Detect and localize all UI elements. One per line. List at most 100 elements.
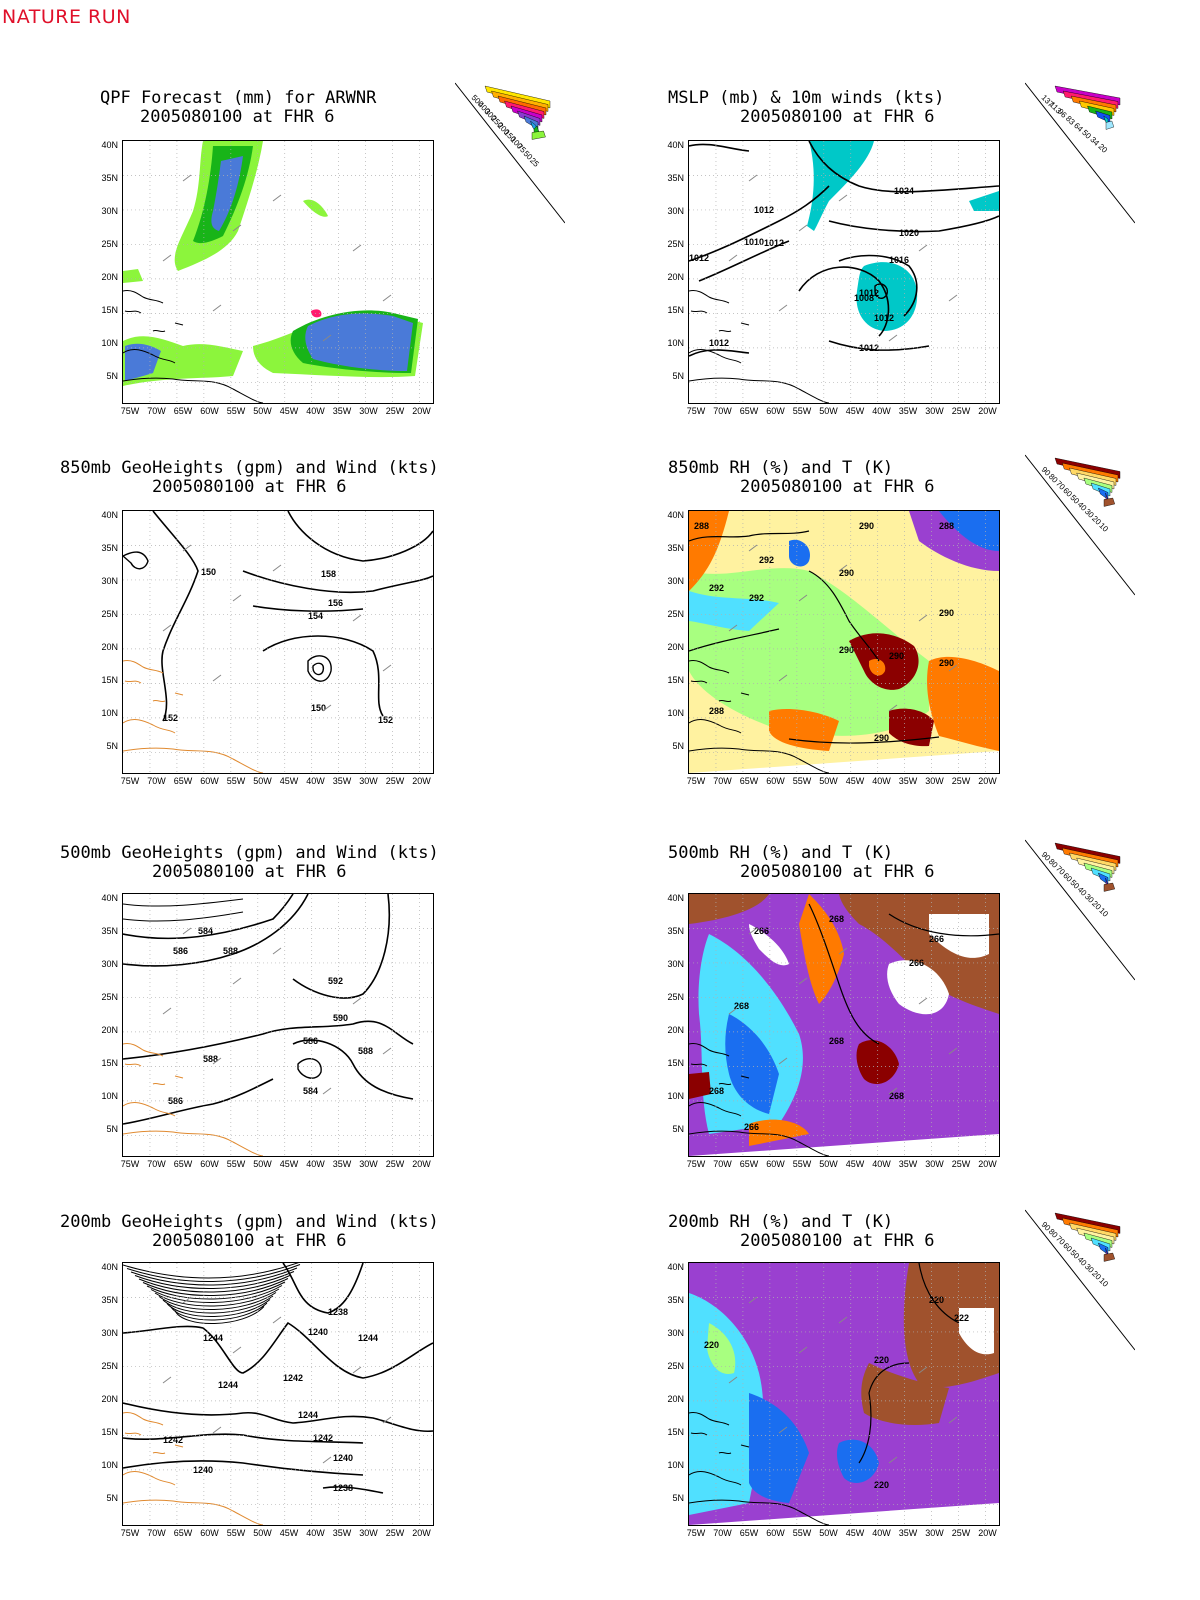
x-tick-label: 25W: [385, 406, 405, 416]
x-tick-label: 40W: [306, 776, 325, 786]
coastline-line: [123, 660, 164, 674]
contour-label: 292: [759, 555, 774, 565]
contour-label: 266: [754, 926, 769, 936]
panel-title: QPF Forecast (mm) for ARWNR: [100, 88, 377, 108]
contour-line: [123, 1402, 433, 1433]
y-tick-label: 25N: [667, 239, 684, 249]
x-tick-label: 60W: [766, 1159, 785, 1169]
wind-barb: [212, 1426, 222, 1434]
wind-barb: [728, 1376, 738, 1384]
coastline-line: [174, 692, 184, 696]
y-tick-label: 10N: [667, 708, 684, 718]
x-tick-label: 50W: [253, 1528, 272, 1538]
x-tick-label: 75W: [120, 1528, 140, 1538]
coastline-line: [740, 1075, 750, 1079]
contour-line: [123, 1433, 364, 1444]
wind-barb: [888, 704, 898, 712]
x-tick-label: 60W: [200, 1528, 219, 1538]
legend-swatch: [531, 130, 546, 140]
y-tick-label: 40N: [101, 893, 118, 903]
contour-label: 290: [874, 733, 889, 743]
wind-barb: [352, 997, 362, 1005]
y-tick-label: 25N: [667, 992, 684, 1002]
contour-label: 266: [909, 958, 924, 968]
x-tick-label: 55W: [792, 1528, 812, 1538]
x-tick-label: 30W: [359, 776, 378, 786]
panel-title: 850mb RH (%) and T (K): [668, 458, 894, 478]
y-tick-label: 10N: [101, 338, 118, 348]
wind-barb: [728, 254, 738, 262]
contour-label: 266: [744, 1122, 759, 1132]
shaded-region: [749, 1393, 809, 1503]
contour-label: 588: [203, 1054, 218, 1064]
x-tick-label: 40W: [872, 406, 891, 416]
y-tick-label: 30N: [101, 959, 118, 969]
contour-line: [123, 1020, 414, 1060]
legend-swatch: [1103, 497, 1116, 507]
x-tick-label: 35W: [332, 406, 352, 416]
x-tick-label: 45W: [845, 1528, 865, 1538]
contour-line: [138, 1274, 292, 1293]
x-tick-label: 75W: [686, 776, 706, 786]
wind-barb: [728, 1007, 738, 1015]
x-tick-label: 55W: [226, 1159, 246, 1169]
map-canvas: 1024102010161012101210121012100810121010…: [689, 141, 999, 403]
contour-line: [788, 736, 940, 744]
contour-label: 288: [709, 706, 724, 716]
coastline-line: [690, 680, 708, 684]
wind-barb: [232, 594, 242, 602]
x-tick-label: 75W: [686, 1159, 706, 1169]
coastline-line: [123, 1130, 264, 1156]
contour-label: 1238: [328, 1307, 348, 1317]
wind-barb: [162, 1007, 172, 1015]
coastline-line: [689, 660, 730, 674]
x-tick-label: 45W: [279, 1159, 299, 1169]
contour-label: 1012: [874, 313, 894, 323]
contour-label: 290: [889, 651, 904, 661]
y-tick-label: 25N: [101, 1361, 118, 1371]
coastline-line: [718, 1082, 732, 1086]
legend-diagonal: [1024, 839, 1136, 981]
x-tick-label: 20W: [978, 1159, 997, 1169]
contour-label: 220: [874, 1355, 889, 1365]
contour-line: [162, 1295, 274, 1314]
coastline-line: [174, 1075, 184, 1079]
coastline-line: [690, 1432, 708, 1436]
panel-subtitle: 2005080100 at FHR 6: [740, 862, 935, 882]
wind-barb: [162, 254, 172, 262]
x-tick-label: 20W: [412, 406, 431, 416]
coastline-line: [123, 349, 176, 364]
contour-line: [123, 894, 294, 940]
contour-line: [123, 911, 244, 922]
x-tick-label: 20W: [412, 1528, 431, 1538]
color-legend: 90 80 70 60 50 40 30 20 10: [1024, 835, 1136, 985]
coastline-line: [174, 1444, 184, 1448]
contour-label: 156: [328, 598, 343, 608]
wind-barb: [212, 674, 222, 682]
y-tick-label: 40N: [667, 510, 684, 520]
wind-barb: [352, 1366, 362, 1374]
x-tick-label: 40W: [306, 1159, 325, 1169]
y-tick-label: 5N: [672, 1493, 684, 1503]
y-tick-label: 30N: [667, 1328, 684, 1338]
panel-title: 500mb RH (%) and T (K): [668, 843, 894, 863]
wind-barb: [162, 1376, 172, 1384]
contour-line: [918, 1263, 960, 1324]
x-tick-label: 30W: [925, 1159, 944, 1169]
coastline-line: [690, 310, 708, 314]
y-tick-label: 40N: [667, 140, 684, 150]
shaded-region: [305, 313, 413, 371]
y-tick-label: 40N: [101, 510, 118, 520]
x-tick-label: 70W: [147, 1528, 166, 1538]
wind-barb: [162, 624, 172, 632]
wind-barb: [798, 1346, 808, 1354]
contour-line: [142, 1278, 289, 1297]
contour-line: [808, 903, 880, 1045]
contour-label: 1240: [308, 1327, 328, 1337]
contour-label: 1012: [859, 288, 879, 298]
wind-barb: [748, 1296, 758, 1304]
contour-label: 158: [321, 569, 336, 579]
legend-swatch: [1103, 882, 1116, 892]
x-tick-label: 25W: [951, 406, 971, 416]
y-tick-label: 30N: [101, 206, 118, 216]
